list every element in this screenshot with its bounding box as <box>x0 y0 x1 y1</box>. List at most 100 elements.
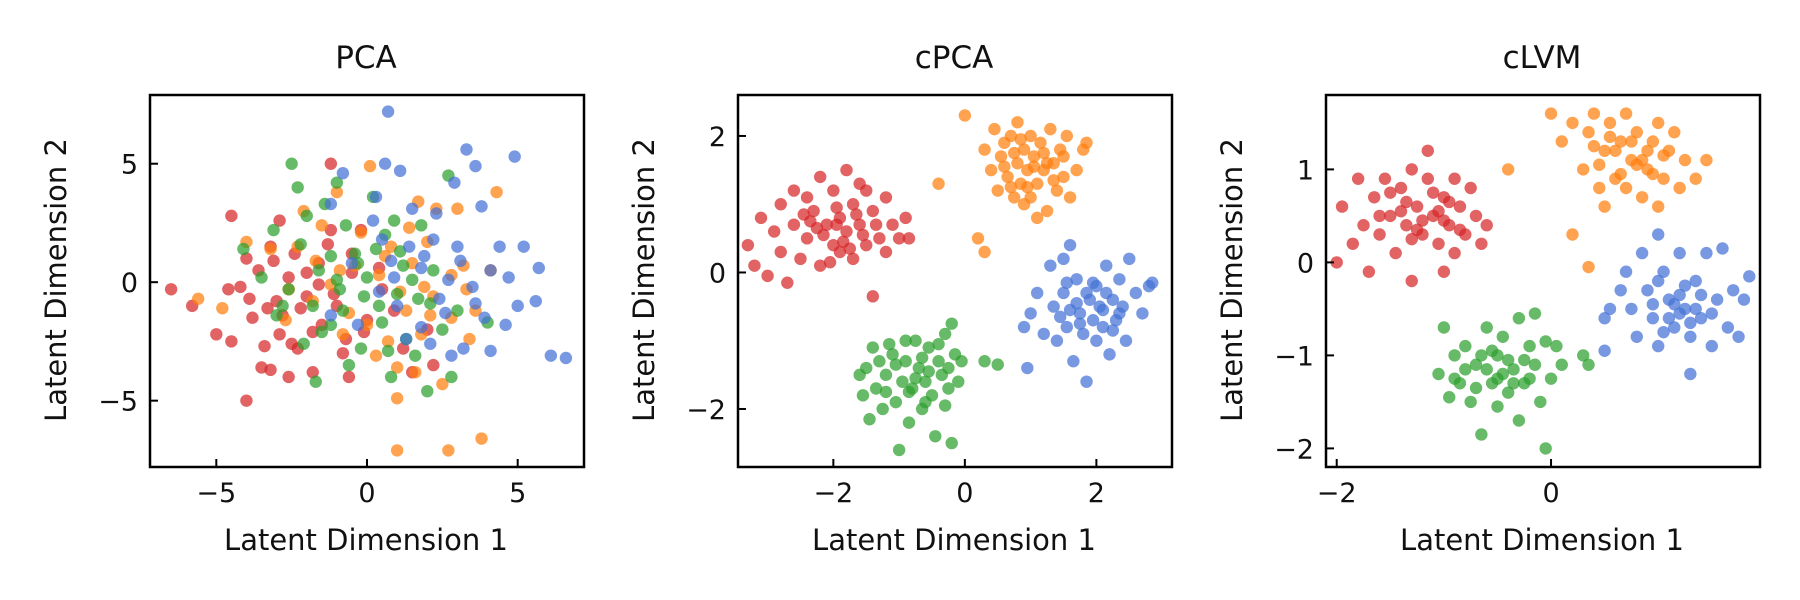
cpca-blue-point <box>1096 320 1110 334</box>
cpca-green-point <box>863 413 876 426</box>
pca-blue-point <box>457 342 470 355</box>
pca-red-point <box>210 328 223 341</box>
pca-blue-point <box>544 349 558 362</box>
pca-blue-point <box>484 344 497 358</box>
clvm-orange-point <box>1587 107 1601 120</box>
cpca-orange-point <box>994 150 1008 163</box>
cpca-green-point <box>932 337 945 351</box>
pca-blue-point <box>424 337 437 350</box>
clvm-blue-point <box>1619 265 1633 278</box>
pca-blue-point <box>351 318 365 332</box>
pca-blue-point <box>399 332 413 346</box>
pca-blue-point <box>375 233 389 246</box>
pca-title: PCA <box>335 40 397 76</box>
pca-orange-point <box>436 377 449 391</box>
clvm-orange-point <box>1566 116 1579 130</box>
pca-green-point <box>297 337 310 350</box>
pca-green-point <box>306 299 319 313</box>
clvm-green-point <box>1480 321 1493 334</box>
cpca-orange-point <box>1063 191 1077 204</box>
cpca-orange-point <box>1034 136 1047 149</box>
clvm-green-point <box>1544 372 1558 385</box>
pca-orange-point <box>409 366 422 379</box>
pca-green-point <box>372 299 386 313</box>
cpca-red-point <box>820 218 833 231</box>
clvm-red-point <box>1373 209 1386 223</box>
pca-orange-point <box>330 185 344 199</box>
cpca-orange-point <box>978 143 991 156</box>
pca-green-point <box>336 304 350 317</box>
cpca-green-point <box>883 337 896 351</box>
clvm-orange-point <box>1614 167 1627 181</box>
pca-blue-point <box>529 294 542 308</box>
pca-y-tick-label: 5 <box>121 150 138 181</box>
clvm-orange-point <box>1598 144 1611 157</box>
cpca-red-point <box>814 259 827 272</box>
cpca-orange-point <box>1004 129 1018 143</box>
cpca-blue-point <box>1063 238 1077 252</box>
pca-red-point <box>312 278 325 291</box>
cpca-x-tick-label: −2 <box>813 478 853 509</box>
pca-orange-point <box>424 309 437 322</box>
cpca-red-point <box>856 228 870 242</box>
pca-red-point <box>321 238 335 251</box>
pca-blue-point <box>469 297 482 310</box>
cpca-red-point <box>754 211 768 225</box>
clvm-orange-point <box>1501 163 1515 176</box>
clvm-green-point <box>1539 442 1552 455</box>
clvm-orange-point <box>1582 260 1595 274</box>
cpca-ticks: −2 0 2 −2 0 2 <box>686 122 1105 509</box>
cpca-orange-point <box>971 232 985 245</box>
clvm-y-axis-label: Latent Dimension 2 <box>1215 138 1249 422</box>
clvm-orange-point <box>1619 181 1633 195</box>
cpca-red-point <box>853 218 866 231</box>
cpca-green-point <box>938 399 952 412</box>
cpca-green-point <box>899 334 912 347</box>
pca-red-point <box>427 358 440 372</box>
clvm-blue-point <box>1705 339 1718 353</box>
pca-blue-point <box>384 254 398 268</box>
cpca-y-tick-label: −2 <box>686 395 726 426</box>
cpca-red-point <box>843 242 856 255</box>
clvm-blue-point <box>1641 284 1654 297</box>
cpca-blue-point <box>1060 320 1073 334</box>
clvm-red-point <box>1384 209 1397 223</box>
cpca-blue-point <box>1119 334 1133 347</box>
cpca-blue-point <box>1146 276 1159 289</box>
cpca-red-point <box>800 232 814 245</box>
clvm-green-point <box>1501 353 1515 367</box>
cpca-green-point <box>919 395 932 409</box>
clvm-blue-point <box>1598 312 1611 325</box>
pca-blue-point <box>499 318 512 332</box>
cpca-green-point <box>869 382 883 395</box>
clvm-plot-frame <box>1324 93 1762 469</box>
cpca-orange-point <box>1037 146 1050 160</box>
cpca-orange-point <box>1021 180 1034 194</box>
clvm-orange-point <box>1678 153 1692 167</box>
pca-blue-point <box>532 261 545 275</box>
cpca-green-point <box>889 395 903 409</box>
cpca-red-point <box>807 204 820 218</box>
pca-green-point <box>315 325 328 339</box>
pca-red-point <box>240 252 253 265</box>
pca-red-point <box>300 266 313 279</box>
clvm-orange-point <box>1700 153 1713 167</box>
cpca-green-point <box>902 416 916 429</box>
clvm-blue-point <box>1732 330 1745 343</box>
clvm-blue-point <box>1737 293 1751 306</box>
cpca-orange-point <box>1040 204 1054 218</box>
clvm-orange-point <box>1603 130 1617 144</box>
cpca-blue-point <box>1017 320 1031 334</box>
pca-green-point <box>445 370 458 384</box>
clvm-ticks: −2 0 −2 −1 0 1 <box>1274 155 1559 509</box>
pca-blue-point <box>454 254 467 268</box>
cpca-orange-point <box>1011 157 1024 170</box>
cpca-orange-point <box>1050 184 1064 197</box>
pca-green-point <box>415 219 428 232</box>
pca-blue-point <box>402 240 416 253</box>
cpca-orange-point <box>1017 143 1031 156</box>
cpca-green-point <box>876 402 889 416</box>
cpca-blue-point <box>1086 276 1100 289</box>
clvm-blue-point <box>1743 270 1756 283</box>
cpca-blue-point <box>1103 348 1116 361</box>
